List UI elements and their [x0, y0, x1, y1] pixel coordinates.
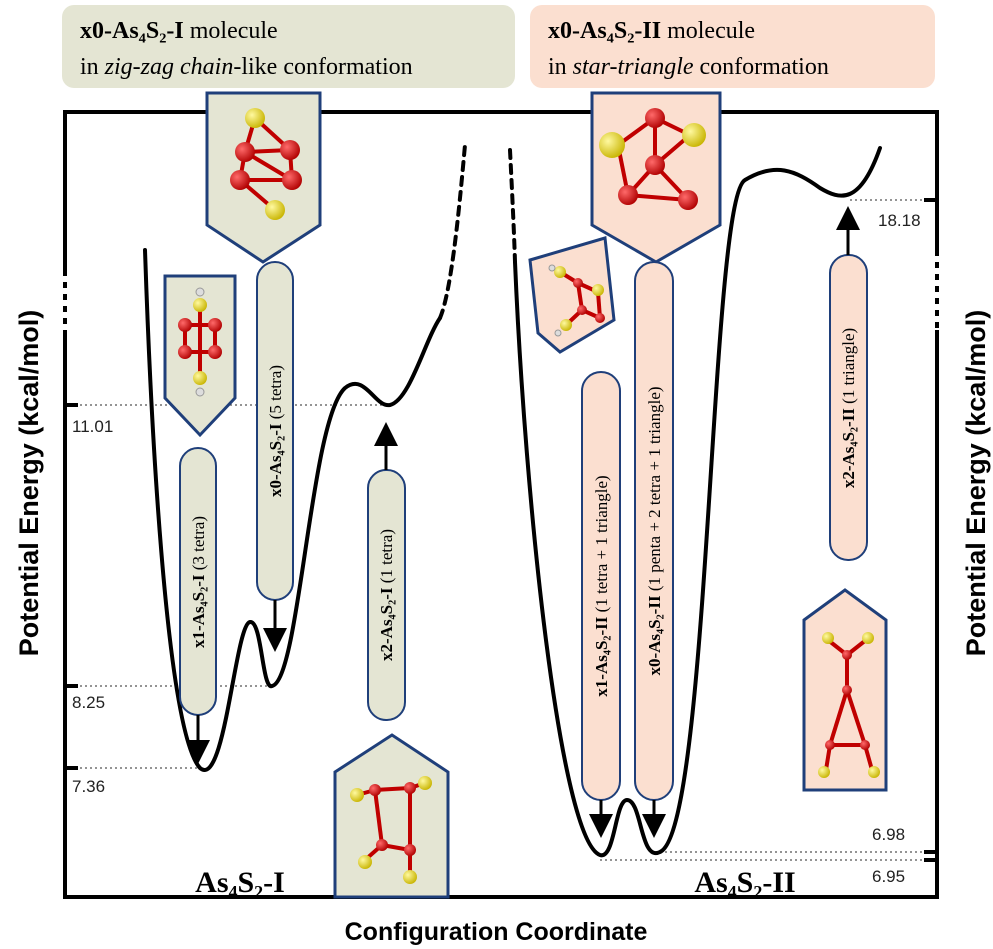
state-label: x1-As₄S₂-II (1 tetra + 1 triangle) — [592, 475, 611, 696]
y-axis-title: Potential Energy (kcal/mol) — [14, 310, 44, 657]
text: molecule — [190, 18, 278, 44]
state-pill: x1-As₄S₂-I (3 tetra) — [180, 448, 216, 752]
molecule-box — [592, 93, 720, 262]
state-name: x0-As₄S₂-I — [266, 423, 285, 497]
state-label: x2-As₄S₂-I (1 tetra) — [377, 529, 396, 661]
state-name: x2-As₄S₂-II — [839, 408, 858, 488]
state-name: x1-As₄S₂-II — [592, 616, 611, 696]
state-pill: x2-As₄S₂-I (1 tetra) — [368, 434, 405, 720]
state-pill: x0-As₄S₂-II (1 penta + 2 tetra + 1 trian… — [635, 262, 673, 826]
header-title: x0-As₄S₂-I molecule — [80, 18, 278, 44]
state-detail: (1 triangle) — [839, 328, 858, 404]
molecule-box — [207, 93, 320, 262]
state-name: x0-As₄S₂-II — [645, 595, 664, 675]
energy-label: 6.98 — [872, 825, 905, 844]
energy-label: 8.25 — [72, 693, 105, 712]
energy-label: 6.95 — [872, 867, 905, 886]
state-detail: (1 tetra + 1 triangle) — [592, 475, 611, 612]
state-label: x2-As₄S₂-II (1 triangle) — [839, 328, 858, 488]
state-label: x1-As₄S₂-I (3 tetra) — [189, 516, 208, 648]
well-label: As₄S₂-II — [694, 866, 795, 899]
text: in — [548, 54, 567, 80]
molecule-name: x0-As₄S₂-I — [80, 18, 184, 44]
conformation: star-triangle — [573, 54, 694, 80]
page: x0-As₄S₂-I molecule in zig-zag chain-lik… — [0, 0, 993, 949]
header-subtitle: in zig-zag chain-like conformation — [80, 54, 413, 80]
state-pill: x2-As₄S₂-II (1 triangle) — [830, 218, 867, 560]
molecule-box — [530, 238, 614, 352]
state-pill: x1-As₄S₂-II (1 tetra + 1 triangle) — [582, 372, 620, 826]
state-label: x0-As₄S₂-I (5 tetra) — [266, 365, 285, 497]
text: molecule — [667, 18, 755, 44]
header-subtitle: in star-triangle conformation — [548, 54, 829, 80]
state-name: x1-As₄S₂-I — [189, 574, 208, 648]
molecule-box — [165, 276, 235, 435]
molecule-name: x0-As₄S₂-II — [548, 18, 661, 44]
molecule-box — [804, 590, 886, 790]
state-pill: x0-As₄S₂-I (5 tetra) — [257, 262, 293, 640]
conformation: zig-zag chain — [104, 54, 234, 80]
well-label: As₄S₂-I — [195, 866, 285, 899]
energy-label: 18.18 — [878, 211, 921, 230]
y-axis-title: Potential Energy (kcal/mol) — [961, 310, 991, 657]
diagram: x0-As₄S₂-I molecule in zig-zag chain-lik… — [0, 0, 993, 949]
text: in — [80, 54, 99, 80]
state-name: x2-As₄S₂-I — [377, 587, 396, 661]
x-axis-title: Configuration Coordinate — [345, 918, 648, 946]
molecule-box — [335, 735, 448, 897]
text: -like conformation — [233, 54, 412, 80]
header-title: x0-As₄S₂-II molecule — [548, 18, 755, 44]
state-detail: (1 penta + 2 tetra + 1 triangle) — [645, 386, 664, 591]
state-label: x0-As₄S₂-II (1 penta + 2 tetra + 1 trian… — [645, 386, 664, 675]
state-detail: (3 tetra) — [189, 516, 208, 570]
state-detail: (1 tetra) — [377, 529, 396, 583]
text: conformation — [700, 54, 829, 80]
energy-label: 7.36 — [72, 777, 105, 796]
energy-label: 11.01 — [72, 417, 113, 436]
state-detail: (5 tetra) — [266, 365, 285, 419]
